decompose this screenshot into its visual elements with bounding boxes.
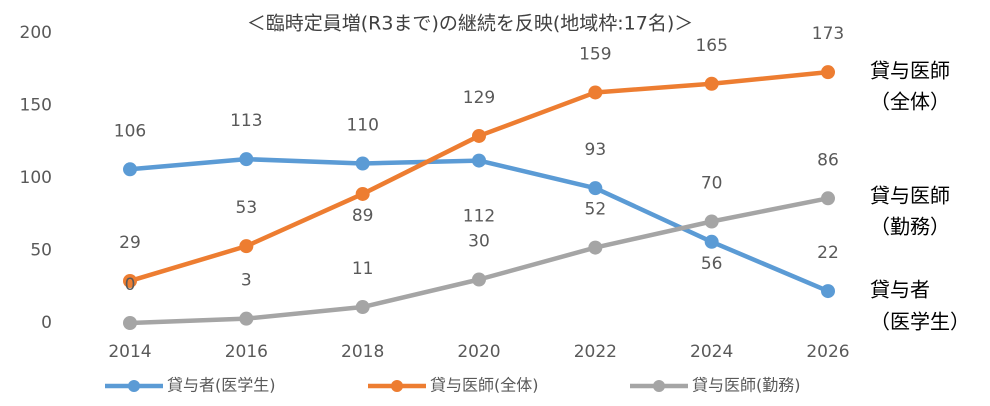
legend-marker xyxy=(653,380,665,392)
x-tick-label: 2020 xyxy=(457,342,500,362)
data-label: 173 xyxy=(812,24,844,44)
data-label: 52 xyxy=(585,200,607,220)
point xyxy=(355,186,370,201)
x-tick-label: 2026 xyxy=(806,342,849,362)
data-label: 110 xyxy=(346,116,378,136)
point xyxy=(239,311,254,326)
annotation: 貸与医師 xyxy=(870,184,950,208)
data-label: 0 xyxy=(125,275,136,295)
point xyxy=(123,162,137,177)
legend-marker xyxy=(391,380,403,392)
point xyxy=(704,234,719,249)
x-tick-label: 2024 xyxy=(690,342,733,362)
point xyxy=(588,181,603,196)
x-tick-label: 2014 xyxy=(108,342,151,362)
data-label: 30 xyxy=(468,232,490,252)
legend-marker xyxy=(128,380,140,392)
data-label: 165 xyxy=(695,36,727,56)
legend-label: 貸与医師(全体) xyxy=(430,376,539,395)
y-tick-label: 150 xyxy=(20,96,52,116)
point xyxy=(239,152,254,167)
data-label: 89 xyxy=(352,206,374,226)
point xyxy=(355,156,370,171)
data-label: 11 xyxy=(352,259,374,279)
x-tick-label: 2016 xyxy=(225,342,268,362)
annotation: （全体） xyxy=(870,90,950,114)
point xyxy=(821,65,835,80)
legend-label: 貸与医師(勤務) xyxy=(692,376,801,395)
point xyxy=(239,239,254,254)
point xyxy=(472,128,486,143)
data-label: 3 xyxy=(241,271,252,291)
chart-title: ＜臨時定員増(R3まで)の継続を反映(地域枠:17名)＞ xyxy=(247,13,694,35)
data-label: 86 xyxy=(817,150,839,170)
data-label: 106 xyxy=(114,121,146,141)
data-label: 70 xyxy=(701,174,723,194)
legend-label: 貸与者(医学生) xyxy=(167,376,276,395)
point xyxy=(123,316,137,330)
x-tick-label: 2018 xyxy=(341,342,384,362)
data-label: 113 xyxy=(230,111,262,131)
point xyxy=(588,85,603,100)
point xyxy=(472,153,486,168)
point xyxy=(821,191,835,206)
data-label: 56 xyxy=(701,254,723,274)
data-label: 29 xyxy=(119,233,141,253)
data-label: 22 xyxy=(817,243,839,263)
y-tick-label: 100 xyxy=(20,168,52,188)
data-label: 129 xyxy=(463,88,495,108)
y-tick-label: 200 xyxy=(20,23,52,43)
point xyxy=(123,273,137,288)
point xyxy=(588,240,603,255)
data-label: 93 xyxy=(585,140,607,160)
point xyxy=(704,214,719,229)
annotation: （医学生） xyxy=(870,310,970,334)
point xyxy=(704,76,719,91)
annotation: 貸与者 xyxy=(870,278,930,302)
point xyxy=(821,284,835,299)
point xyxy=(472,272,486,287)
data-label: 53 xyxy=(236,198,258,218)
data-label: 112 xyxy=(463,207,495,227)
annotation: 貸与医師 xyxy=(870,59,950,83)
annotation: （勤務） xyxy=(870,215,950,239)
data-label: 159 xyxy=(579,44,611,64)
y-tick-label: 0 xyxy=(41,313,52,333)
y-tick-label: 50 xyxy=(30,241,52,261)
point xyxy=(355,300,370,315)
x-tick-label: 2022 xyxy=(574,342,617,362)
